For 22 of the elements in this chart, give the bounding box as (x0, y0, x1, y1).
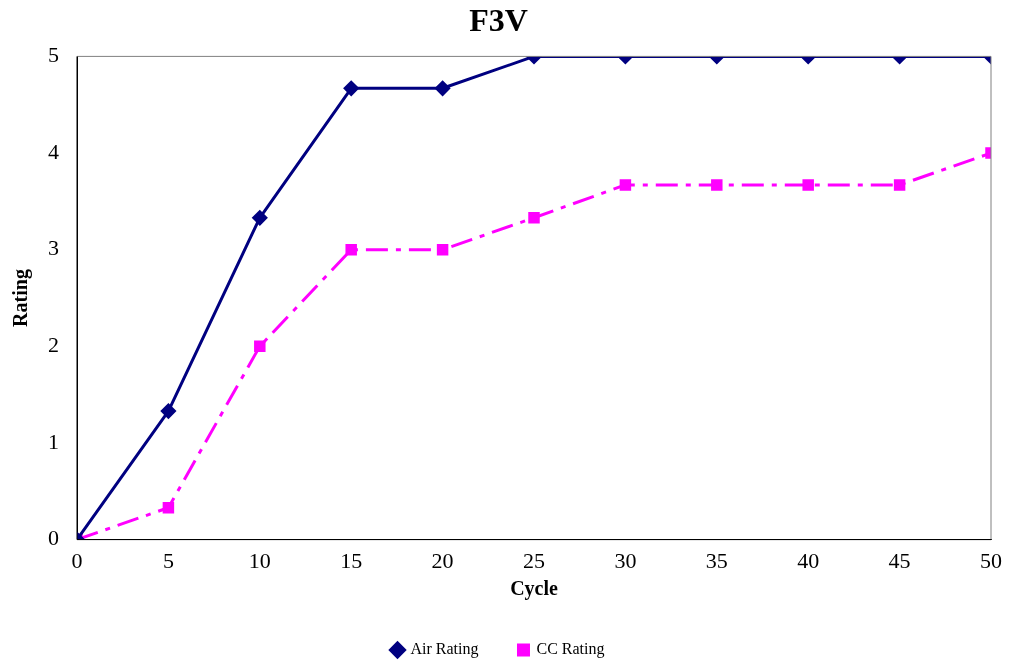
x-axis-title: Cycle (510, 577, 558, 601)
x-tick-label: 5 (162, 547, 174, 573)
y-tick-label: 5 (48, 42, 59, 68)
x-tick-label: 45 (888, 547, 911, 573)
x-tick-label: 25 (523, 547, 545, 573)
x-tick-label: 0 (71, 547, 83, 573)
x-tick-label: 40 (797, 547, 820, 573)
x-tick-label: 35 (705, 547, 728, 573)
y-tick-label: 2 (48, 332, 59, 358)
x-tick-label: 30 (614, 547, 637, 573)
y-tick-label: 4 (48, 138, 59, 164)
x-tick-label: 10 (248, 547, 271, 573)
y-axis-title: Rating (9, 269, 33, 327)
chart-title: F3V (469, 2, 528, 39)
legend-label: Air Rating (410, 640, 479, 659)
y-tick-label: 1 (48, 428, 59, 454)
y-tick-label: 3 (48, 235, 59, 261)
x-tick-label: 20 (431, 547, 454, 573)
legend-label: CC Rating (536, 640, 605, 659)
x-tick-label: 15 (340, 547, 363, 573)
x-tick-label: 50 (980, 547, 1002, 573)
y-tick-label: 0 (48, 525, 59, 551)
